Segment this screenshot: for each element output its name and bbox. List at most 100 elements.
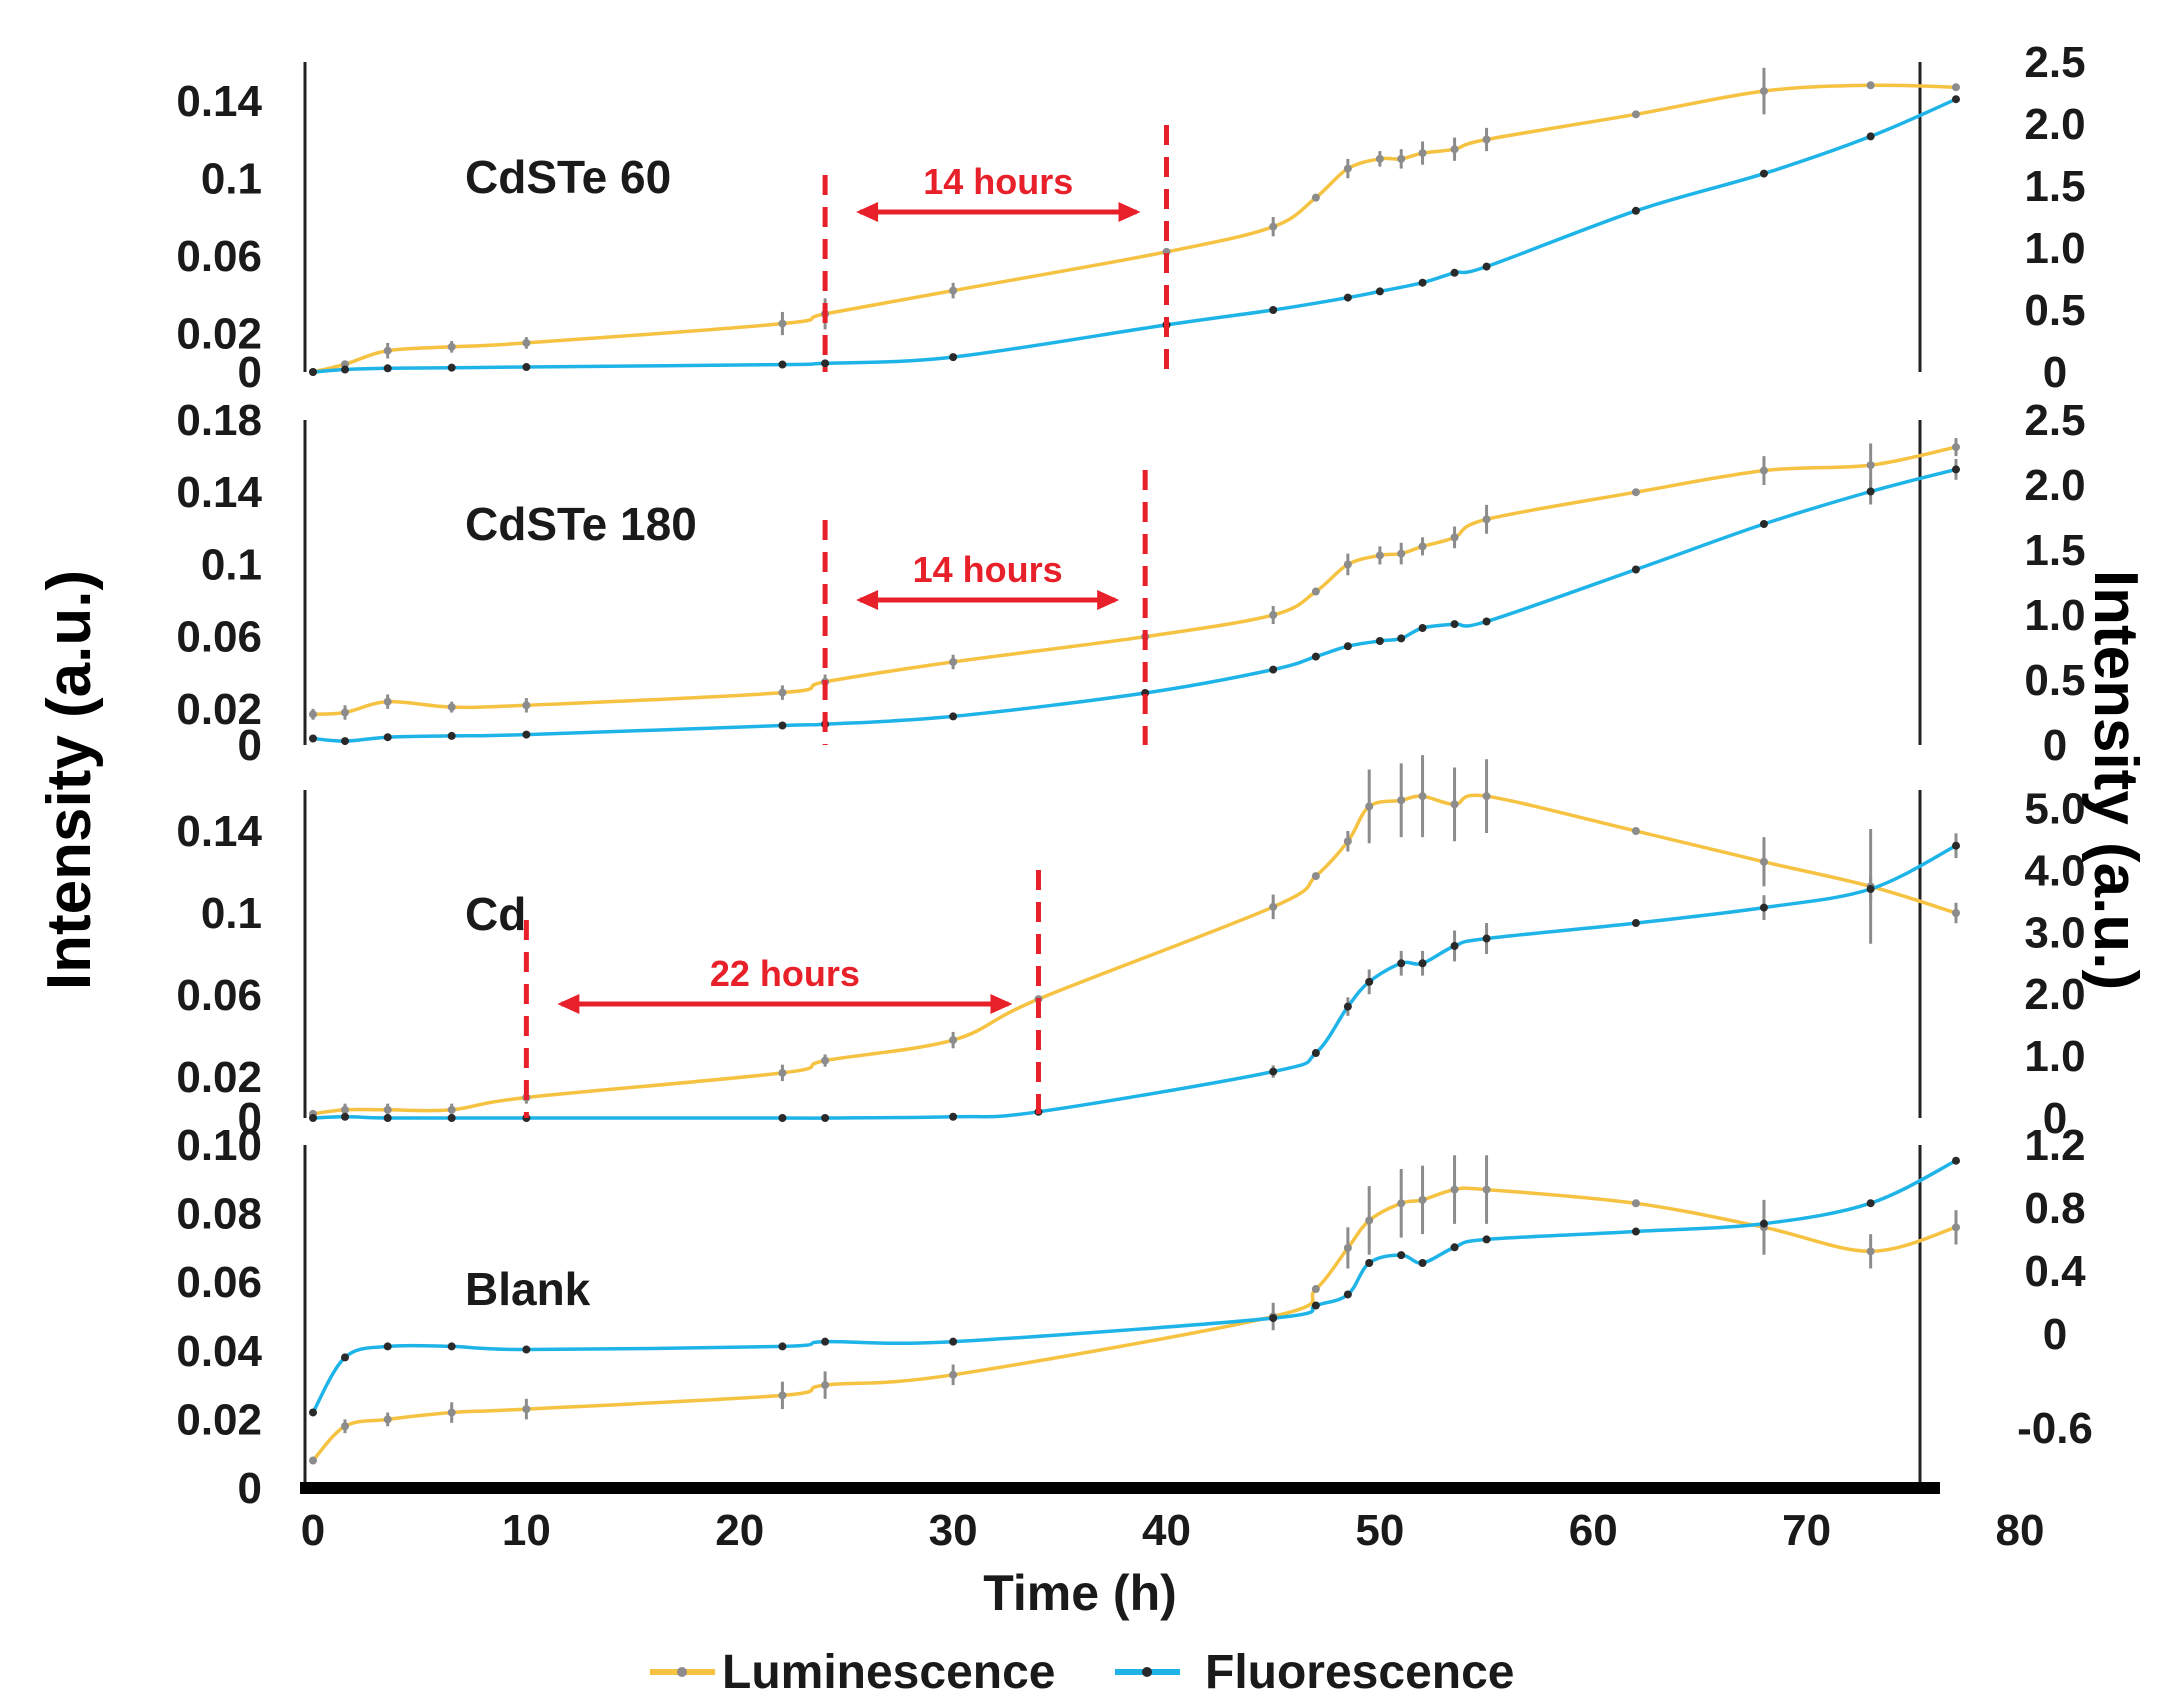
fluorescence-point (1311, 652, 1320, 661)
annotation-arrowhead-right (1118, 202, 1141, 222)
fluorescence-point (1482, 934, 1491, 943)
fluorescence-point (309, 1408, 317, 1417)
right-tick-label: 0 (2043, 1094, 2067, 1143)
luminescence-point (383, 1415, 392, 1424)
fluorescence-point (1365, 1259, 1374, 1268)
left-tick-label: 0 (238, 1464, 262, 1513)
fluorescence-point (1269, 665, 1278, 674)
fluorescence-point (949, 712, 958, 721)
right-tick-label: 3.0 (2024, 908, 2085, 957)
fluorescence-point (1866, 132, 1875, 141)
annotation-arrowhead-right (1097, 590, 1120, 610)
right-tick-label: 1.5 (2024, 526, 2085, 575)
right-tick-label: 4.0 (2024, 846, 2085, 895)
fluorescence-line (312, 467, 1957, 743)
fluorescence-point (821, 359, 830, 368)
luminescence-line (312, 83, 1957, 374)
left-tick-label: 0.02 (176, 309, 262, 358)
left-tick-label: 0.10 (176, 1121, 262, 1170)
annotation-arrowhead-left (856, 590, 879, 610)
right-tick-label: 0 (2043, 1310, 2067, 1359)
luminescence-point (522, 1405, 531, 1414)
left-tick-label: 0.1 (201, 154, 262, 203)
fluorescence-point (1482, 1235, 1491, 1244)
luminescence-point (778, 1391, 787, 1400)
left-tick-label: 0.06 (176, 232, 262, 281)
fluorescence-point (447, 363, 456, 372)
luminescence-point (1866, 461, 1875, 470)
luminescence-point (1397, 549, 1406, 558)
x-tick-label: 30 (929, 1506, 978, 1555)
fluorescence-point (341, 737, 350, 746)
left-tick-label: 0 (238, 348, 262, 397)
luminescence-point (1759, 466, 1768, 475)
luminescence-point (383, 697, 392, 706)
fluorescence-point (1951, 465, 1960, 474)
luminescence-point (778, 1068, 787, 1077)
x-axis-title: Time (h) (983, 1565, 1177, 1621)
fluorescence-point (1450, 620, 1459, 629)
legend-label-luminescence: Luminescence (722, 1646, 1055, 1699)
left-tick-label: 0.06 (176, 971, 262, 1020)
fluorescence-point (383, 1114, 392, 1122)
left-tick-label: 0 (238, 721, 262, 770)
panel-label: CdSTe 180 (465, 498, 697, 550)
fluorescence-point (949, 1337, 958, 1346)
x-tick-label: 20 (715, 1506, 764, 1555)
left-tick-label: 0 (238, 1094, 262, 1143)
right-tick-label: 1.0 (2024, 1032, 2085, 1081)
y-axis-title-right: Intensity (a.u.) (2081, 570, 2150, 990)
fluorescence-point (1418, 1259, 1427, 1268)
fluorescence-point (309, 368, 317, 376)
luminescence-point (821, 1381, 830, 1390)
right-tick-label: 2.0 (2024, 461, 2085, 510)
fluorescence-point (341, 1353, 350, 1362)
luminescence-point (1482, 135, 1491, 144)
luminescence-point (949, 1370, 958, 1379)
fluorescence-point (1269, 1067, 1278, 1076)
left-tick-label: 0.02 (176, 685, 262, 734)
annotation-arrowhead-left (557, 994, 580, 1014)
luminescence-point (1951, 909, 1960, 917)
luminescence-point (383, 1105, 392, 1114)
x-tick-label: 60 (1569, 1506, 1618, 1555)
luminescence-point (1397, 1199, 1406, 1208)
luminescence-point (1343, 560, 1352, 569)
luminescence-line (312, 445, 1957, 717)
right-tick-label: -0.6 (2017, 1404, 2093, 1453)
luminescence-point (309, 710, 317, 719)
fluorescence-point (1482, 617, 1491, 626)
fluorescence-point (1397, 634, 1406, 643)
fluorescence-point (778, 360, 787, 369)
fluorescence-point (383, 733, 392, 742)
fluorescence-point (1269, 306, 1278, 314)
fluorescence-point (949, 1112, 958, 1121)
panel-cdste-180: 00.020.060.10.140.1800.51.01.52.02.5CdST… (176, 396, 2085, 770)
luminescence-point (1450, 533, 1459, 542)
right-tick-label: 5.0 (2024, 785, 2085, 834)
fluorescence-point (1951, 95, 1960, 104)
fluorescence-point (1450, 1243, 1459, 1252)
luminescence-point (821, 1056, 830, 1065)
luminescence-point (1759, 857, 1768, 866)
luminescence-point (1631, 1199, 1640, 1208)
luminescence-point (949, 286, 958, 295)
left-tick-label: 0.14 (176, 807, 262, 856)
annotation-label: 14 hours (923, 161, 1073, 202)
legend-label-fluorescence: Fluorescence (1205, 1646, 1514, 1699)
fluorescence-point (1343, 293, 1352, 302)
right-tick-label: 1.5 (2024, 162, 2085, 211)
fluorescence-point (309, 1114, 317, 1122)
luminescence-point (778, 688, 787, 697)
left-tick-label: 0.02 (176, 1053, 262, 1102)
luminescence-point (341, 1422, 350, 1431)
annotation-arrowhead-left (856, 202, 879, 222)
luminescence-line (312, 793, 1957, 1116)
luminescence-point (1418, 542, 1427, 551)
luminescence-point (341, 708, 350, 717)
luminescence-point (383, 346, 392, 355)
fluorescence-point (1450, 941, 1459, 950)
fluorescence-point (949, 353, 958, 362)
luminescence-point (1951, 1223, 1960, 1232)
